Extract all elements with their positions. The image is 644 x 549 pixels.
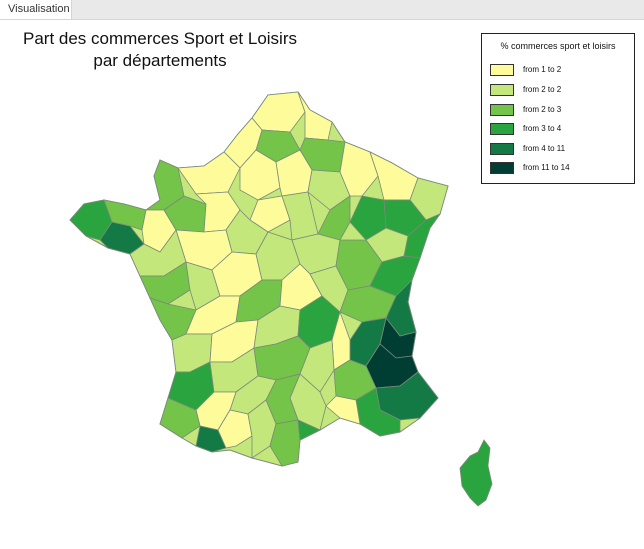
legend-item: from 2 to 3 <box>490 104 630 117</box>
legend-item: from 2 to 2 <box>490 84 630 97</box>
department <box>159 397 201 439</box>
legend-label: from 2 to 2 <box>523 85 562 94</box>
department <box>317 195 351 241</box>
legend-swatch <box>490 162 514 174</box>
legend-title: % commerces sport et loisirs <box>500 41 616 51</box>
legend-swatch <box>490 104 514 116</box>
legend-swatch <box>490 143 514 155</box>
tab-visualisation[interactable]: Visualisation <box>0 0 72 19</box>
legend-item: from 3 to 4 <box>490 123 630 136</box>
legend-label: from 3 to 4 <box>523 124 562 133</box>
map-legend: % commerces sport et loisirs from 1 to 2… <box>481 33 635 184</box>
map-title-line-2: par départements <box>93 51 227 70</box>
legend-swatch <box>490 123 514 135</box>
department <box>195 425 227 453</box>
department-regions <box>69 91 449 467</box>
department <box>355 387 401 437</box>
map-title: Part des commerces Sport et Loisirs par … <box>0 28 320 72</box>
corsica <box>459 439 493 507</box>
legend-swatch <box>490 64 514 76</box>
legend-label: from 11 to 14 <box>523 163 570 172</box>
legend-item: from 11 to 14 <box>490 162 630 175</box>
legend-swatch <box>490 84 514 96</box>
department <box>299 339 335 393</box>
tab-bar: Visualisation <box>0 0 644 20</box>
legend-item: from 1 to 2 <box>490 64 630 77</box>
legend-label: from 4 to 11 <box>523 144 566 153</box>
legend-label: from 2 to 3 <box>523 105 562 114</box>
legend-item: from 4 to 11 <box>490 143 630 156</box>
department <box>297 419 321 441</box>
department <box>249 195 291 233</box>
map-title-line-1: Part des commerces Sport et Loisirs <box>23 29 297 48</box>
legend-label: from 1 to 2 <box>523 65 562 74</box>
department <box>325 395 361 425</box>
